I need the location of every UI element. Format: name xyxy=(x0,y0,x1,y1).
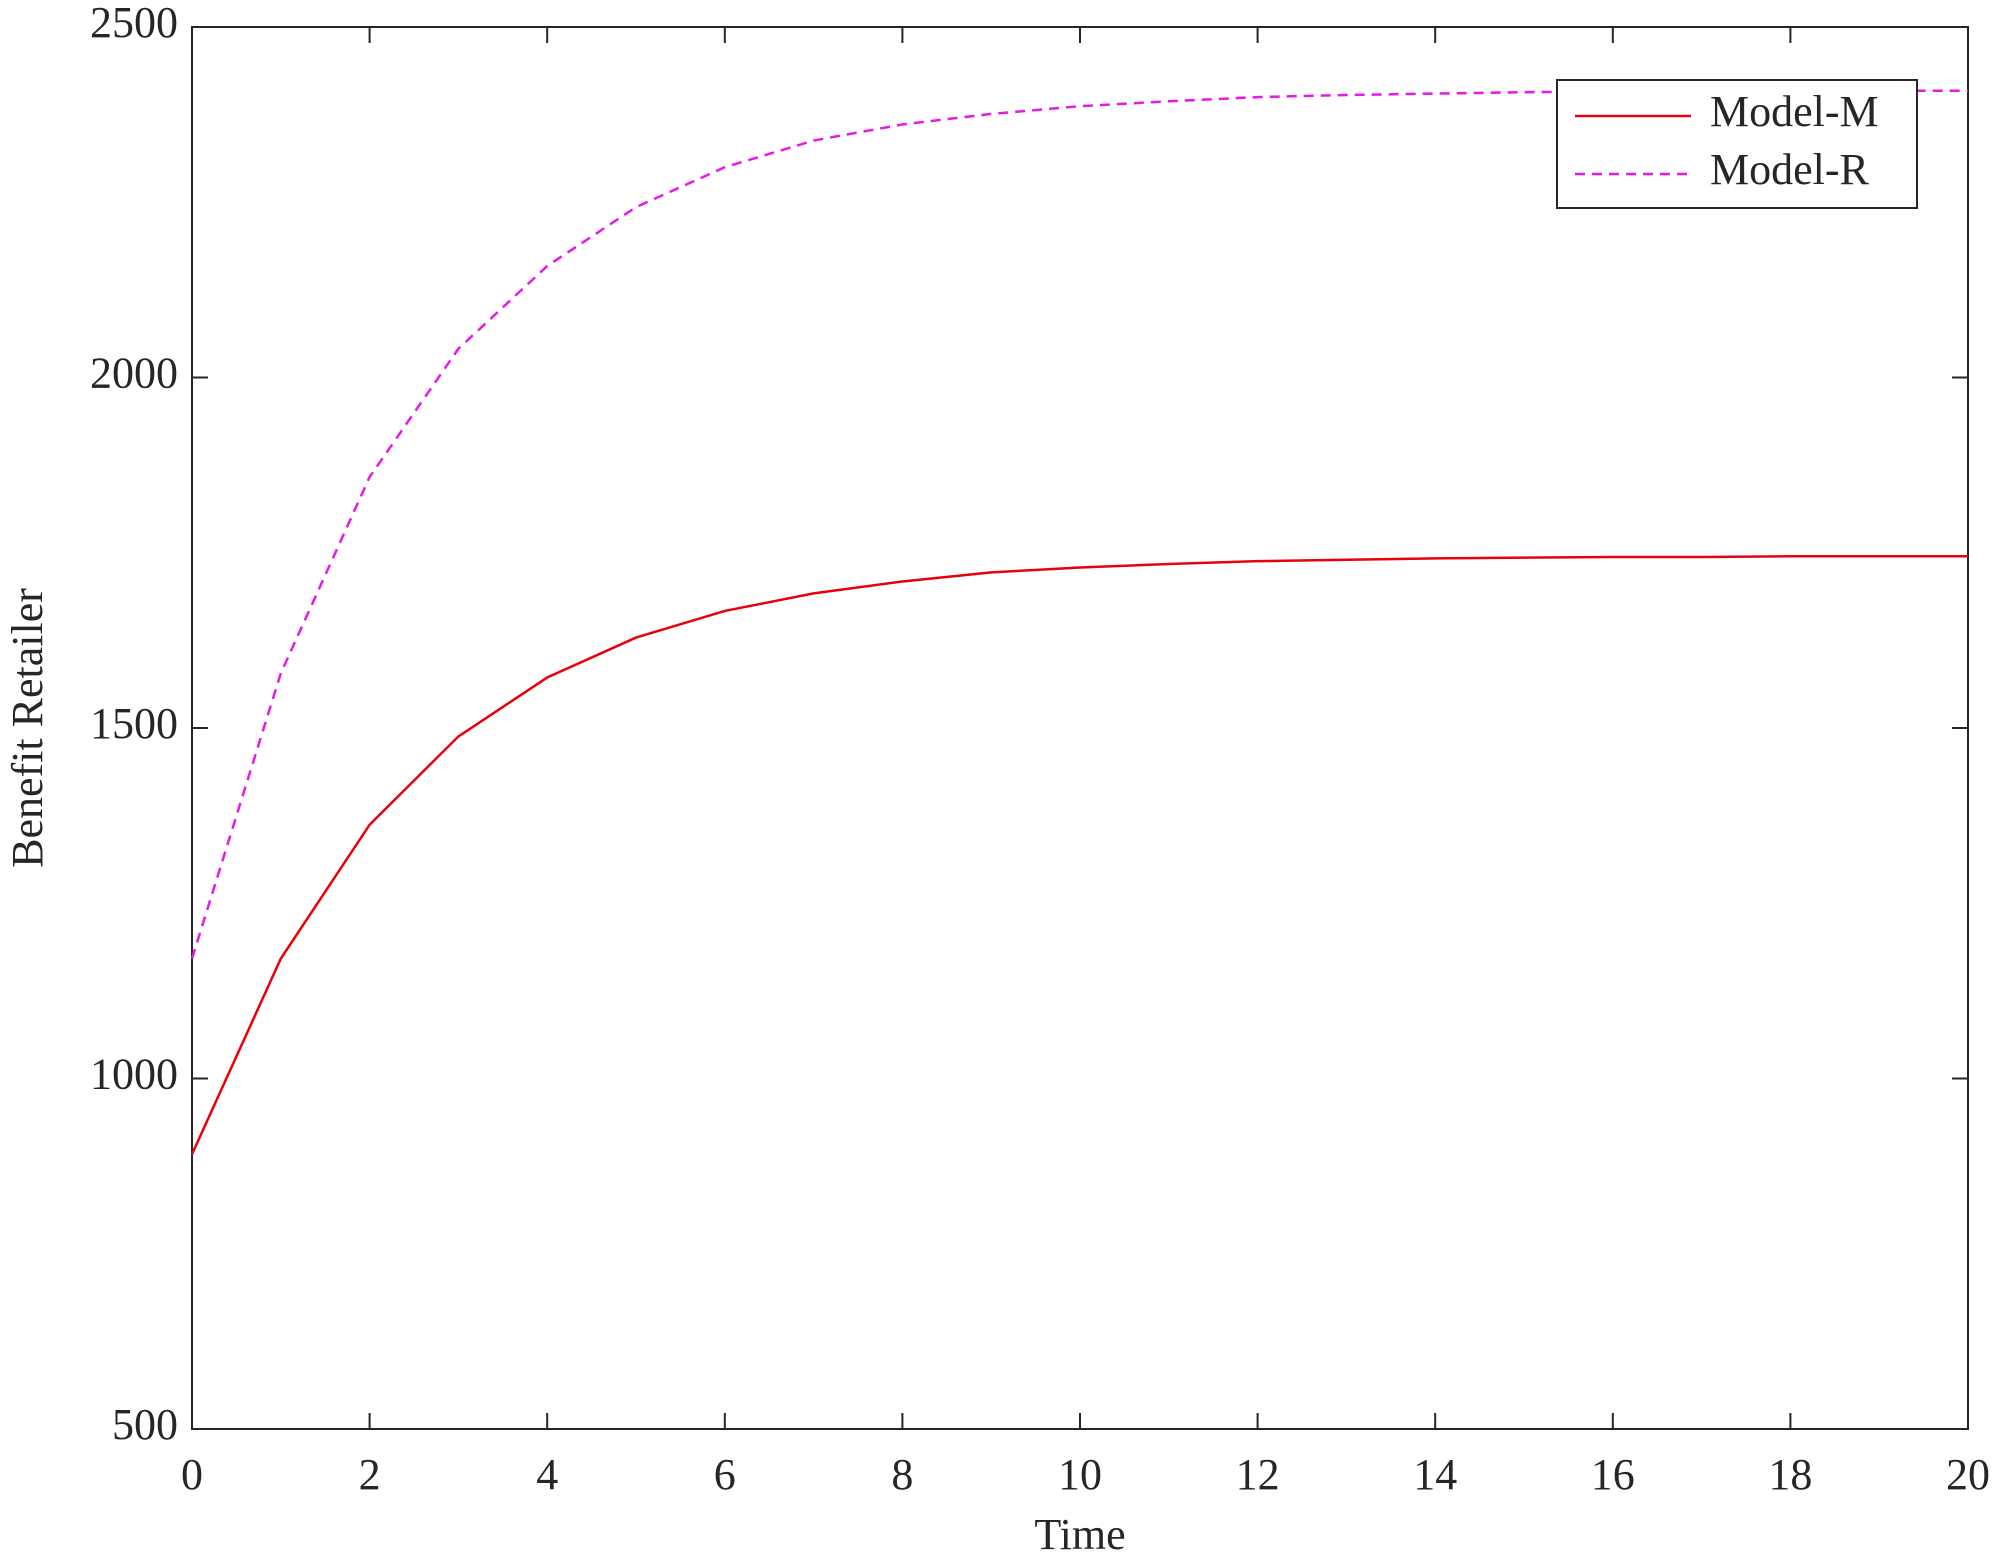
legend-label: Model-M xyxy=(1710,87,1879,136)
x-tick-label: 20 xyxy=(1946,1450,1990,1499)
x-tick-label: 6 xyxy=(714,1450,736,1499)
y-tick-label: 2000 xyxy=(90,349,178,398)
y-axis-label: Benefit Retailer xyxy=(3,588,52,868)
x-tick-label: 16 xyxy=(1591,1450,1635,1499)
y-tick-label: 1500 xyxy=(90,699,178,748)
x-tick-label: 14 xyxy=(1413,1450,1457,1499)
x-tick-label: 8 xyxy=(891,1450,913,1499)
x-tick-label: 10 xyxy=(1058,1450,1102,1499)
series-line xyxy=(190,89,1968,960)
series-line xyxy=(190,555,1968,1155)
y-tick-label: 1000 xyxy=(90,1050,178,1099)
x-axis-label: Time xyxy=(1034,1510,1125,1559)
x-tick-label: 12 xyxy=(1236,1450,1280,1499)
y-tick-label: 500 xyxy=(112,1400,178,1449)
x-tick-label: 4 xyxy=(536,1450,558,1499)
legend-box xyxy=(1556,79,1918,209)
x-tick-label: 2 xyxy=(359,1450,381,1499)
plot-frame xyxy=(191,26,1969,1430)
x-tick-label: 0 xyxy=(181,1450,203,1499)
legend-label: Model-R xyxy=(1710,145,1870,194)
x-tick-label: 18 xyxy=(1768,1450,1812,1499)
y-tick-label: 2500 xyxy=(90,0,178,47)
